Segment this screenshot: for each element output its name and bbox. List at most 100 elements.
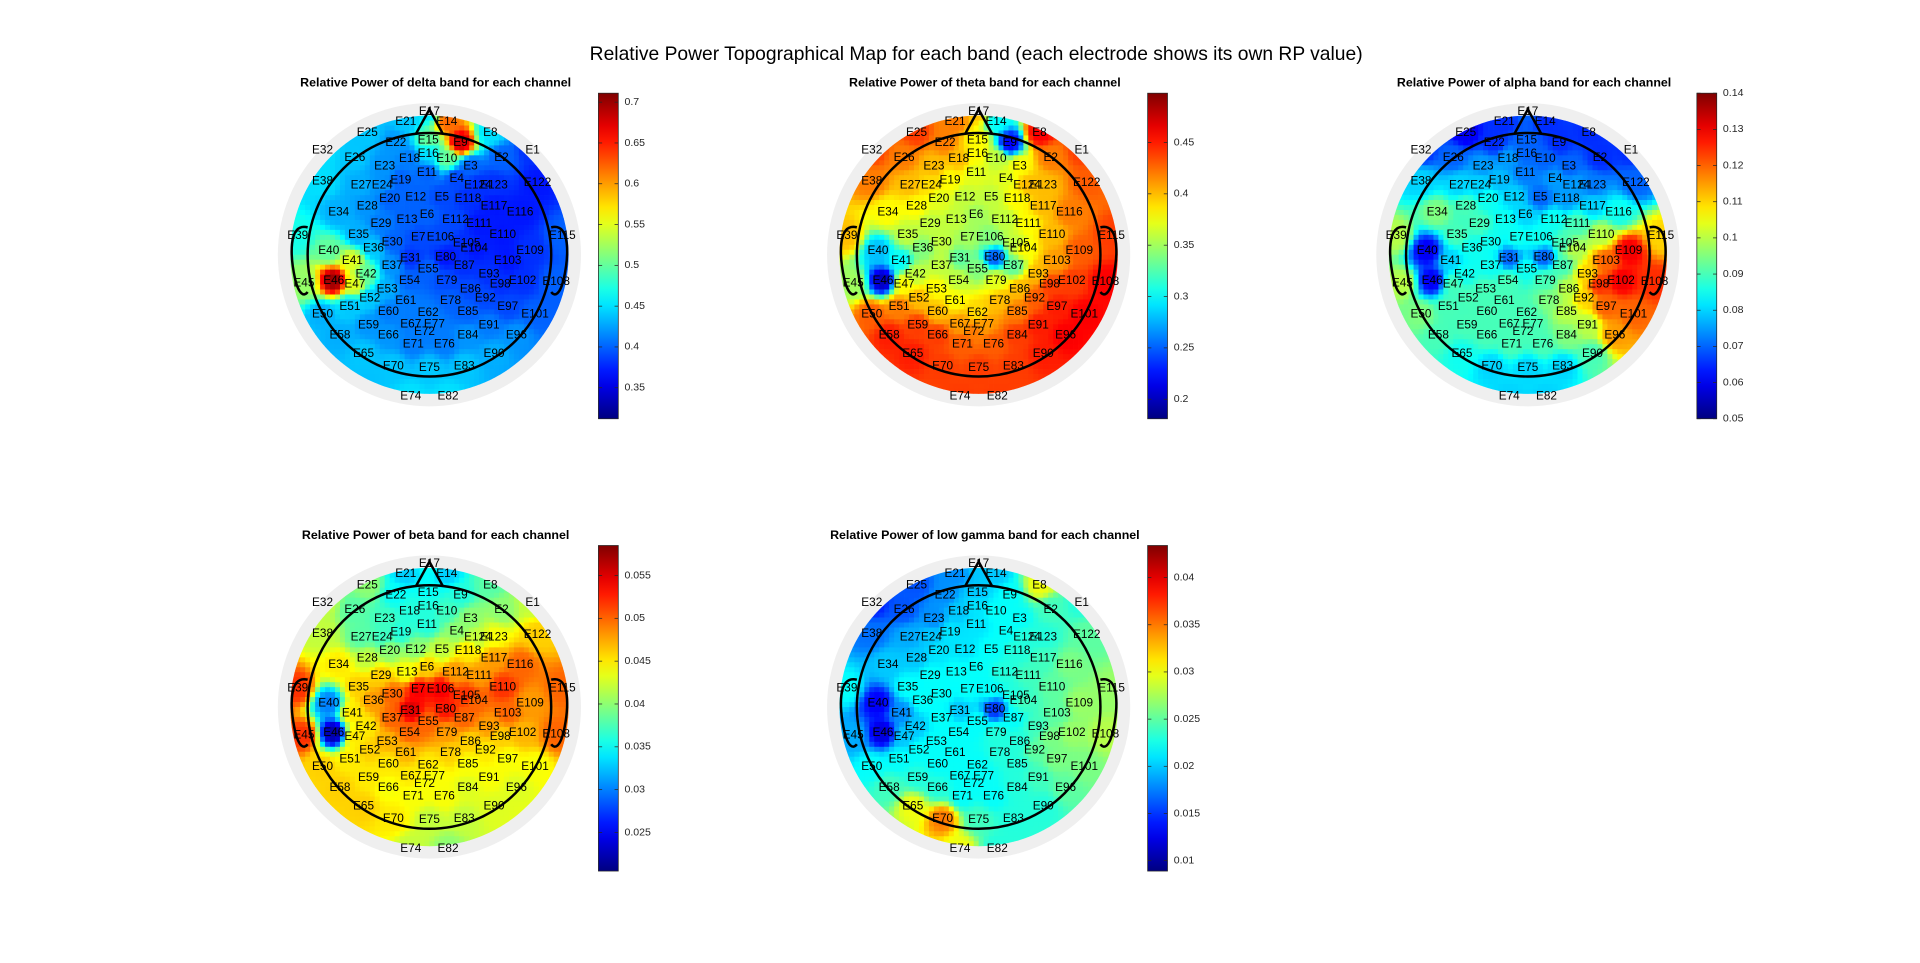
- heat-cell: [998, 115, 1004, 121]
- heat-cell: [344, 170, 351, 176]
- heat-cell: [1008, 214, 1014, 221]
- heat-cell: [923, 314, 930, 320]
- heat-cell: [543, 254, 550, 261]
- heat-cell: [538, 334, 545, 340]
- heat-cell: [419, 214, 425, 221]
- heat-cell: [914, 135, 920, 141]
- heat-cell: [344, 324, 351, 330]
- heat-cell: [899, 205, 905, 211]
- heat-cell: [1043, 130, 1049, 136]
- heat-cell: [424, 135, 430, 141]
- electrode-value: [497, 282, 503, 288]
- heat-cell: [429, 125, 435, 131]
- heat-cell: [479, 180, 485, 186]
- heat-cell: [489, 155, 495, 161]
- heat-cell: [404, 200, 410, 206]
- heat-cell: [325, 234, 331, 241]
- heat-cell: [1092, 254, 1099, 261]
- heat-cell: [474, 155, 480, 161]
- heat-cell: [394, 224, 400, 231]
- heat-cell: [374, 190, 381, 196]
- heat-cell: [439, 339, 445, 345]
- heat-cell: [884, 314, 890, 320]
- heat-cell: [484, 284, 490, 290]
- heat-cell: [499, 364, 505, 370]
- heat-cell: [449, 354, 455, 360]
- heat-cell: [359, 269, 366, 275]
- heat-cell: [1038, 155, 1044, 161]
- heat-cell: [948, 125, 955, 131]
- heat-cell: [315, 284, 321, 290]
- heat-cell: [889, 150, 895, 156]
- heat-cell: [499, 289, 505, 295]
- heat-cell: [1087, 254, 1094, 261]
- heat-cell: [1068, 214, 1074, 221]
- heat-cell: [344, 294, 351, 300]
- heat-cell: [320, 254, 326, 261]
- heat-cell: [538, 324, 545, 330]
- heat-cell: [499, 145, 505, 151]
- heat-cell: [379, 125, 386, 131]
- heat-cell: [330, 170, 336, 176]
- heat-cell: [899, 284, 905, 290]
- heat-cell: [993, 229, 999, 236]
- heat-cell: [983, 185, 989, 191]
- heat-cell: [479, 140, 485, 146]
- heat-cell: [978, 185, 984, 191]
- heat-cell: [300, 284, 306, 290]
- heat-cell: [330, 209, 336, 216]
- heat-cell: [334, 279, 341, 285]
- heat-cell: [1078, 324, 1084, 330]
- heat-cell: [474, 339, 480, 345]
- heat-cell: [1048, 289, 1054, 295]
- heat-cell: [533, 304, 540, 310]
- heat-cell: [538, 190, 545, 196]
- heat-cell: [464, 150, 470, 156]
- heat-cell: [933, 180, 940, 186]
- heat-cell: [1048, 324, 1054, 330]
- heat-cell: [963, 115, 970, 121]
- heat-cell: [414, 229, 420, 236]
- heat-cell: [533, 339, 540, 345]
- heat-cell: [889, 219, 895, 226]
- heat-cell: [374, 214, 381, 221]
- heat-cell: [523, 334, 530, 340]
- heat-cell: [469, 284, 475, 290]
- heat-cell: [484, 279, 490, 285]
- heat-cell: [310, 319, 316, 325]
- heat-cell: [998, 145, 1004, 151]
- heat-cell: [874, 180, 880, 186]
- heat-cell: [1087, 244, 1094, 251]
- heat-cell: [889, 195, 895, 201]
- heat-cell: [419, 289, 425, 295]
- electrode-label: E117: [481, 198, 508, 212]
- heat-cell: [344, 175, 351, 181]
- heat-cell: [508, 249, 515, 256]
- heat-cell: [449, 279, 455, 285]
- heat-cell: [479, 155, 485, 161]
- heat-cell: [518, 244, 525, 251]
- heat-cell: [948, 324, 955, 330]
- heat-cell: [844, 269, 850, 275]
- heat-cell: [963, 155, 970, 161]
- heat-cell: [1078, 284, 1084, 290]
- heat-cell: [344, 219, 351, 226]
- heat-cell: [344, 180, 351, 186]
- heat-cell: [399, 259, 405, 266]
- heat-cell: [305, 224, 311, 231]
- heat-cell: [359, 155, 366, 161]
- heat-cell: [434, 334, 440, 340]
- heat-cell: [1078, 244, 1084, 251]
- heat-cell: [978, 269, 984, 275]
- heat-cell: [419, 195, 425, 201]
- heat-cell: [993, 175, 999, 181]
- heat-cell: [958, 165, 965, 171]
- heat-cell: [399, 155, 405, 161]
- heat-cell: [484, 150, 490, 156]
- heat-cell: [499, 339, 505, 345]
- heat-cell: [394, 170, 400, 176]
- heat-cell: [1038, 190, 1044, 196]
- heat-cell: [300, 254, 306, 261]
- heat-cell: [454, 160, 460, 166]
- heat-cell: [379, 160, 386, 166]
